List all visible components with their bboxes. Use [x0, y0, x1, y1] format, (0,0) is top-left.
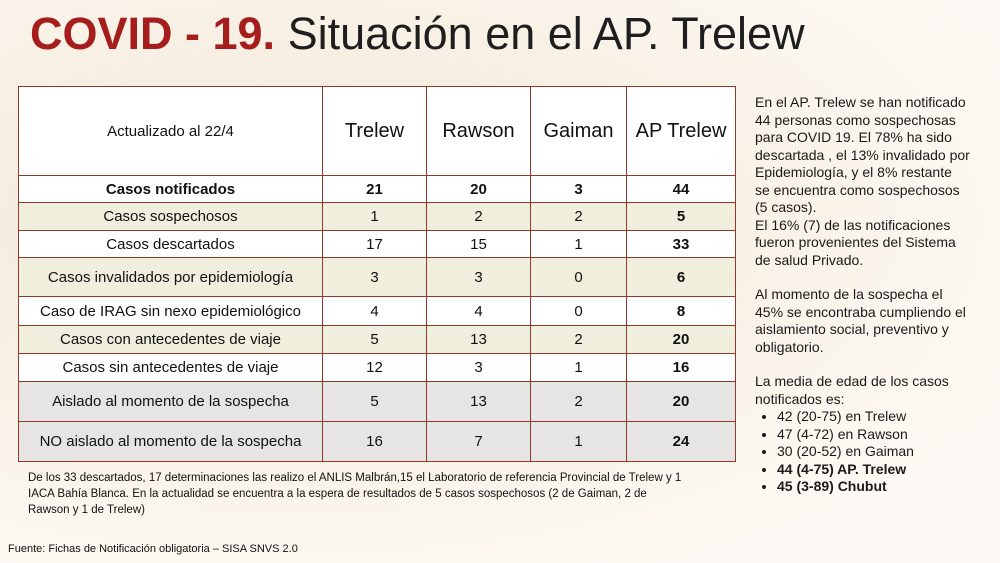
table-row: Casos notificados 21 20 3 44	[18, 175, 736, 203]
table-cell: 8	[626, 296, 736, 326]
table-row: Caso de IRAG sin nexo epidemiológico 4 4 0 8	[18, 296, 736, 326]
side-paragraph: En el AP. Trelew se han notificado 44 pe…	[755, 94, 970, 215]
row-label: Aislado al momento de la sospecha	[18, 381, 323, 422]
row-label: NO aislado al momento de la sospecha	[18, 421, 323, 462]
side-paragraph: La media de edad de los casos notificado…	[755, 373, 949, 407]
table-cell: 2	[530, 325, 627, 354]
table-row: Aislado al momento de la sospecha 5 13 2 20	[18, 381, 736, 422]
row-label: Casos notificados	[18, 175, 323, 203]
table-cell: 5	[322, 381, 427, 422]
data-table: Actualizado al 22/4 Trelew Rawson Gaiman AP …	[18, 86, 736, 462]
table-cell: 20	[626, 381, 736, 422]
age-item: 44 (4-75) AP. Trelew	[777, 461, 970, 479]
table-cell: 0	[530, 257, 627, 297]
table-cell: 1	[322, 202, 427, 231]
table-cell: 16	[626, 353, 736, 382]
header-cell: AP Trelew	[626, 86, 736, 176]
table-cell: 2	[530, 381, 627, 422]
source: Fuente: Fichas de Notificación obligator…	[8, 543, 298, 555]
table-cell: 20	[626, 325, 736, 354]
table-cell: 3	[426, 257, 531, 297]
table-cell: 16	[322, 421, 427, 462]
table-cell: 3	[322, 257, 427, 297]
table-row: NO aislado al momento de la sospecha 16 7 1…	[18, 421, 736, 462]
age-item: 47 (4-72) en Rawson	[777, 426, 970, 444]
table-cell: 1	[530, 353, 627, 382]
table-cell: 20	[426, 175, 531, 203]
header-cell: Trelew	[322, 86, 427, 176]
table-cell: 15	[426, 230, 531, 258]
header-cell: Rawson	[426, 86, 531, 176]
table-cell: 5	[322, 325, 427, 354]
table-cell: 24	[626, 421, 736, 462]
row-label: Casos con antecedentes de viaje	[18, 325, 323, 354]
table-cell: 17	[322, 230, 427, 258]
table-cell: 1	[530, 421, 627, 462]
title-highlight: COVID - 19.	[30, 8, 276, 59]
row-label: Caso de IRAG sin nexo epidemiológico	[18, 296, 323, 326]
header-cell: Gaiman	[530, 86, 627, 176]
row-label: Casos invalidados por epidemiología	[18, 257, 323, 297]
table-cell: 6	[626, 257, 736, 297]
table-cell: 1	[530, 230, 627, 258]
age-item: 30 (20-52) en Gaiman	[777, 443, 970, 461]
table-cell: 12	[322, 353, 427, 382]
table-cell: 3	[426, 353, 531, 382]
header-cell: Actualizado al 22/4	[18, 86, 323, 176]
table-cell: 33	[626, 230, 736, 258]
age-item: 45 (3-89) Chubut	[777, 478, 970, 496]
table-cell: 4	[322, 296, 427, 326]
side-paragraph: El 16% (7) de las notificaciones fueron …	[755, 216, 956, 268]
row-label: Casos sospechosos	[18, 202, 323, 231]
table-cell: 21	[322, 175, 427, 203]
table-row: Casos con antecedentes de viaje 5 13 2 20	[18, 325, 736, 354]
age-item: 42 (20-75) en Trelew	[777, 408, 970, 426]
table-cell: 7	[426, 421, 531, 462]
row-label: Casos descartados	[18, 230, 323, 258]
title: COVID - 19. Situación en el AP. Trelew	[30, 8, 805, 60]
table-cell: 44	[626, 175, 736, 203]
title-text: Situación en el AP. Trelew	[287, 8, 805, 59]
table-cell: 4	[426, 296, 531, 326]
table-cell: 0	[530, 296, 627, 326]
table-cell: 13	[426, 381, 531, 422]
table-row: Casos invalidados por epidemiología 3 3 0 6	[18, 257, 736, 297]
table-row: Casos descartados 17 15 1 33	[18, 230, 736, 258]
side-paragraph: Al momento de la sospecha el 45% se enco…	[755, 286, 966, 355]
table-cell: 5	[626, 202, 736, 231]
row-label: Casos sin antecedentes de viaje	[18, 353, 323, 382]
table-cell: 2	[530, 202, 627, 231]
table-cell: 2	[426, 202, 531, 231]
age-list: 42 (20-75) en Trelew 47 (4-72) en Rawson…	[755, 408, 970, 496]
table-cell: 3	[530, 175, 627, 203]
note: De los 33 descartados, 17 determinacione…	[28, 472, 682, 516]
table-cell: 13	[426, 325, 531, 354]
table-row: Casos sospechosos 1 2 2 5	[18, 202, 736, 231]
table-row: Casos sin antecedentes de viaje 12 3 1 16	[18, 353, 736, 382]
side-panel: En el AP. Trelew se han notificado 44 pe…	[755, 94, 970, 496]
header-row: Actualizado al 22/4 Trelew Rawson Gaiman AP …	[18, 86, 736, 176]
